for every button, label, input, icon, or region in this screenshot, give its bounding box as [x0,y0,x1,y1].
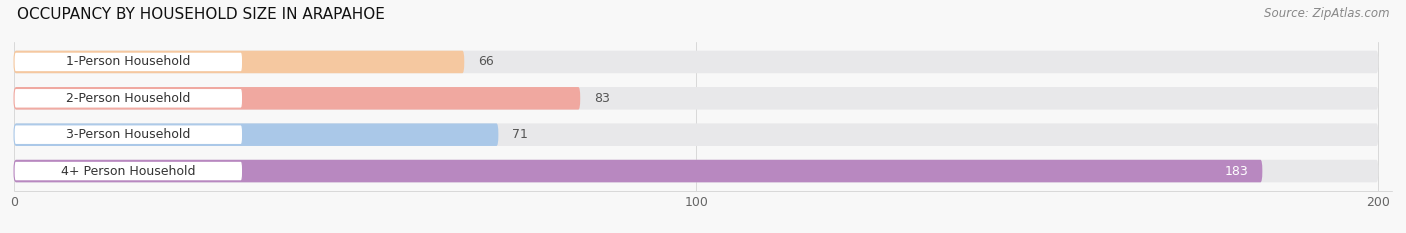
Text: Source: ZipAtlas.com: Source: ZipAtlas.com [1264,7,1389,20]
FancyBboxPatch shape [14,51,1378,73]
Text: 183: 183 [1225,164,1249,178]
Text: 4+ Person Household: 4+ Person Household [60,164,195,178]
Text: 66: 66 [478,55,494,69]
FancyBboxPatch shape [14,87,581,110]
FancyBboxPatch shape [14,161,243,181]
FancyBboxPatch shape [14,51,464,73]
FancyBboxPatch shape [14,123,498,146]
Text: 1-Person Household: 1-Person Household [66,55,190,69]
FancyBboxPatch shape [14,160,1378,182]
FancyBboxPatch shape [14,160,1263,182]
FancyBboxPatch shape [14,125,243,144]
Text: 3-Person Household: 3-Person Household [66,128,190,141]
FancyBboxPatch shape [14,52,243,72]
Text: 83: 83 [593,92,610,105]
Text: 2-Person Household: 2-Person Household [66,92,190,105]
Text: 71: 71 [512,128,527,141]
Text: OCCUPANCY BY HOUSEHOLD SIZE IN ARAPAHOE: OCCUPANCY BY HOUSEHOLD SIZE IN ARAPAHOE [17,7,385,22]
FancyBboxPatch shape [14,89,243,108]
FancyBboxPatch shape [14,87,1378,110]
FancyBboxPatch shape [14,123,1378,146]
